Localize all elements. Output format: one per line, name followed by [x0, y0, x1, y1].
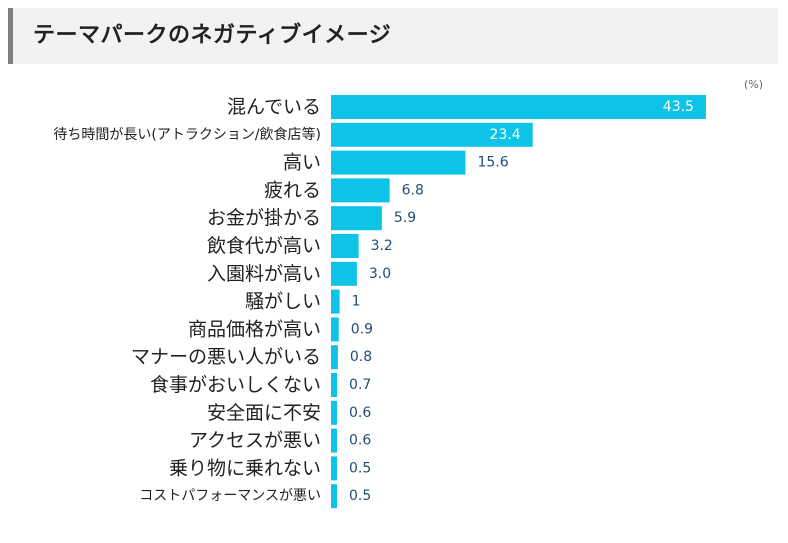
- value-label: 1: [352, 294, 361, 310]
- category-label: 安全面に不安: [207, 402, 321, 424]
- category-label: 商品価格が高い: [188, 318, 321, 340]
- bar: [331, 373, 338, 397]
- bar: [331, 317, 339, 342]
- category-label: 食事がおいしくない: [150, 374, 321, 396]
- bar: [331, 400, 337, 425]
- bar: [331, 428, 337, 453]
- bar: [331, 484, 337, 509]
- category-label: 飲食代が高い: [207, 235, 321, 257]
- category-label: コストパフォーマンスが悪い: [139, 488, 321, 504]
- category-label: 騒がしい: [245, 291, 321, 313]
- bar: [331, 261, 357, 286]
- value-label: 5.9: [394, 210, 416, 226]
- category-label: 乗り物に乗れない: [169, 457, 321, 479]
- value-label: 3.0: [369, 266, 391, 282]
- value-label: 3.2: [371, 238, 393, 254]
- bar: [331, 95, 706, 119]
- value-label: 0.6: [349, 433, 371, 449]
- category-label: お金が掛かる: [207, 207, 321, 229]
- value-label: 6.8: [402, 182, 424, 198]
- value-label: 0.9: [351, 321, 373, 337]
- category-label: 待ち時間が長い(アトラクション/飲食店等): [53, 126, 321, 143]
- category-label: 入園料が高い: [207, 263, 321, 285]
- value-label: 43.5: [663, 99, 694, 115]
- chart-title: テーマパークのネガティブイメージ: [33, 23, 392, 48]
- bar: [331, 289, 340, 314]
- category-label: アクセスが悪い: [189, 430, 321, 452]
- bar: [331, 234, 359, 258]
- bar: [331, 150, 466, 175]
- bar: [331, 345, 338, 370]
- bar: [331, 206, 382, 231]
- category-label: マナーの悪い人がいる: [131, 346, 321, 368]
- bar: [331, 122, 533, 147]
- value-label: 0.6: [349, 405, 371, 421]
- value-label: 15.6: [477, 155, 508, 171]
- bar: [331, 178, 390, 203]
- unit-label: (%): [744, 78, 764, 91]
- value-label: 0.8: [350, 349, 372, 365]
- category-label: 疲れる: [264, 179, 321, 201]
- category-label: 高い: [283, 152, 321, 174]
- value-label: 0.7: [349, 377, 371, 393]
- value-label: 0.5: [349, 488, 371, 504]
- bar: [331, 456, 337, 481]
- value-label: 0.5: [349, 460, 371, 476]
- chart-title-bar: テーマパークのネガティブイメージ: [8, 8, 778, 64]
- category-label: 混んでいる: [227, 96, 321, 118]
- value-label: 23.4: [490, 127, 521, 143]
